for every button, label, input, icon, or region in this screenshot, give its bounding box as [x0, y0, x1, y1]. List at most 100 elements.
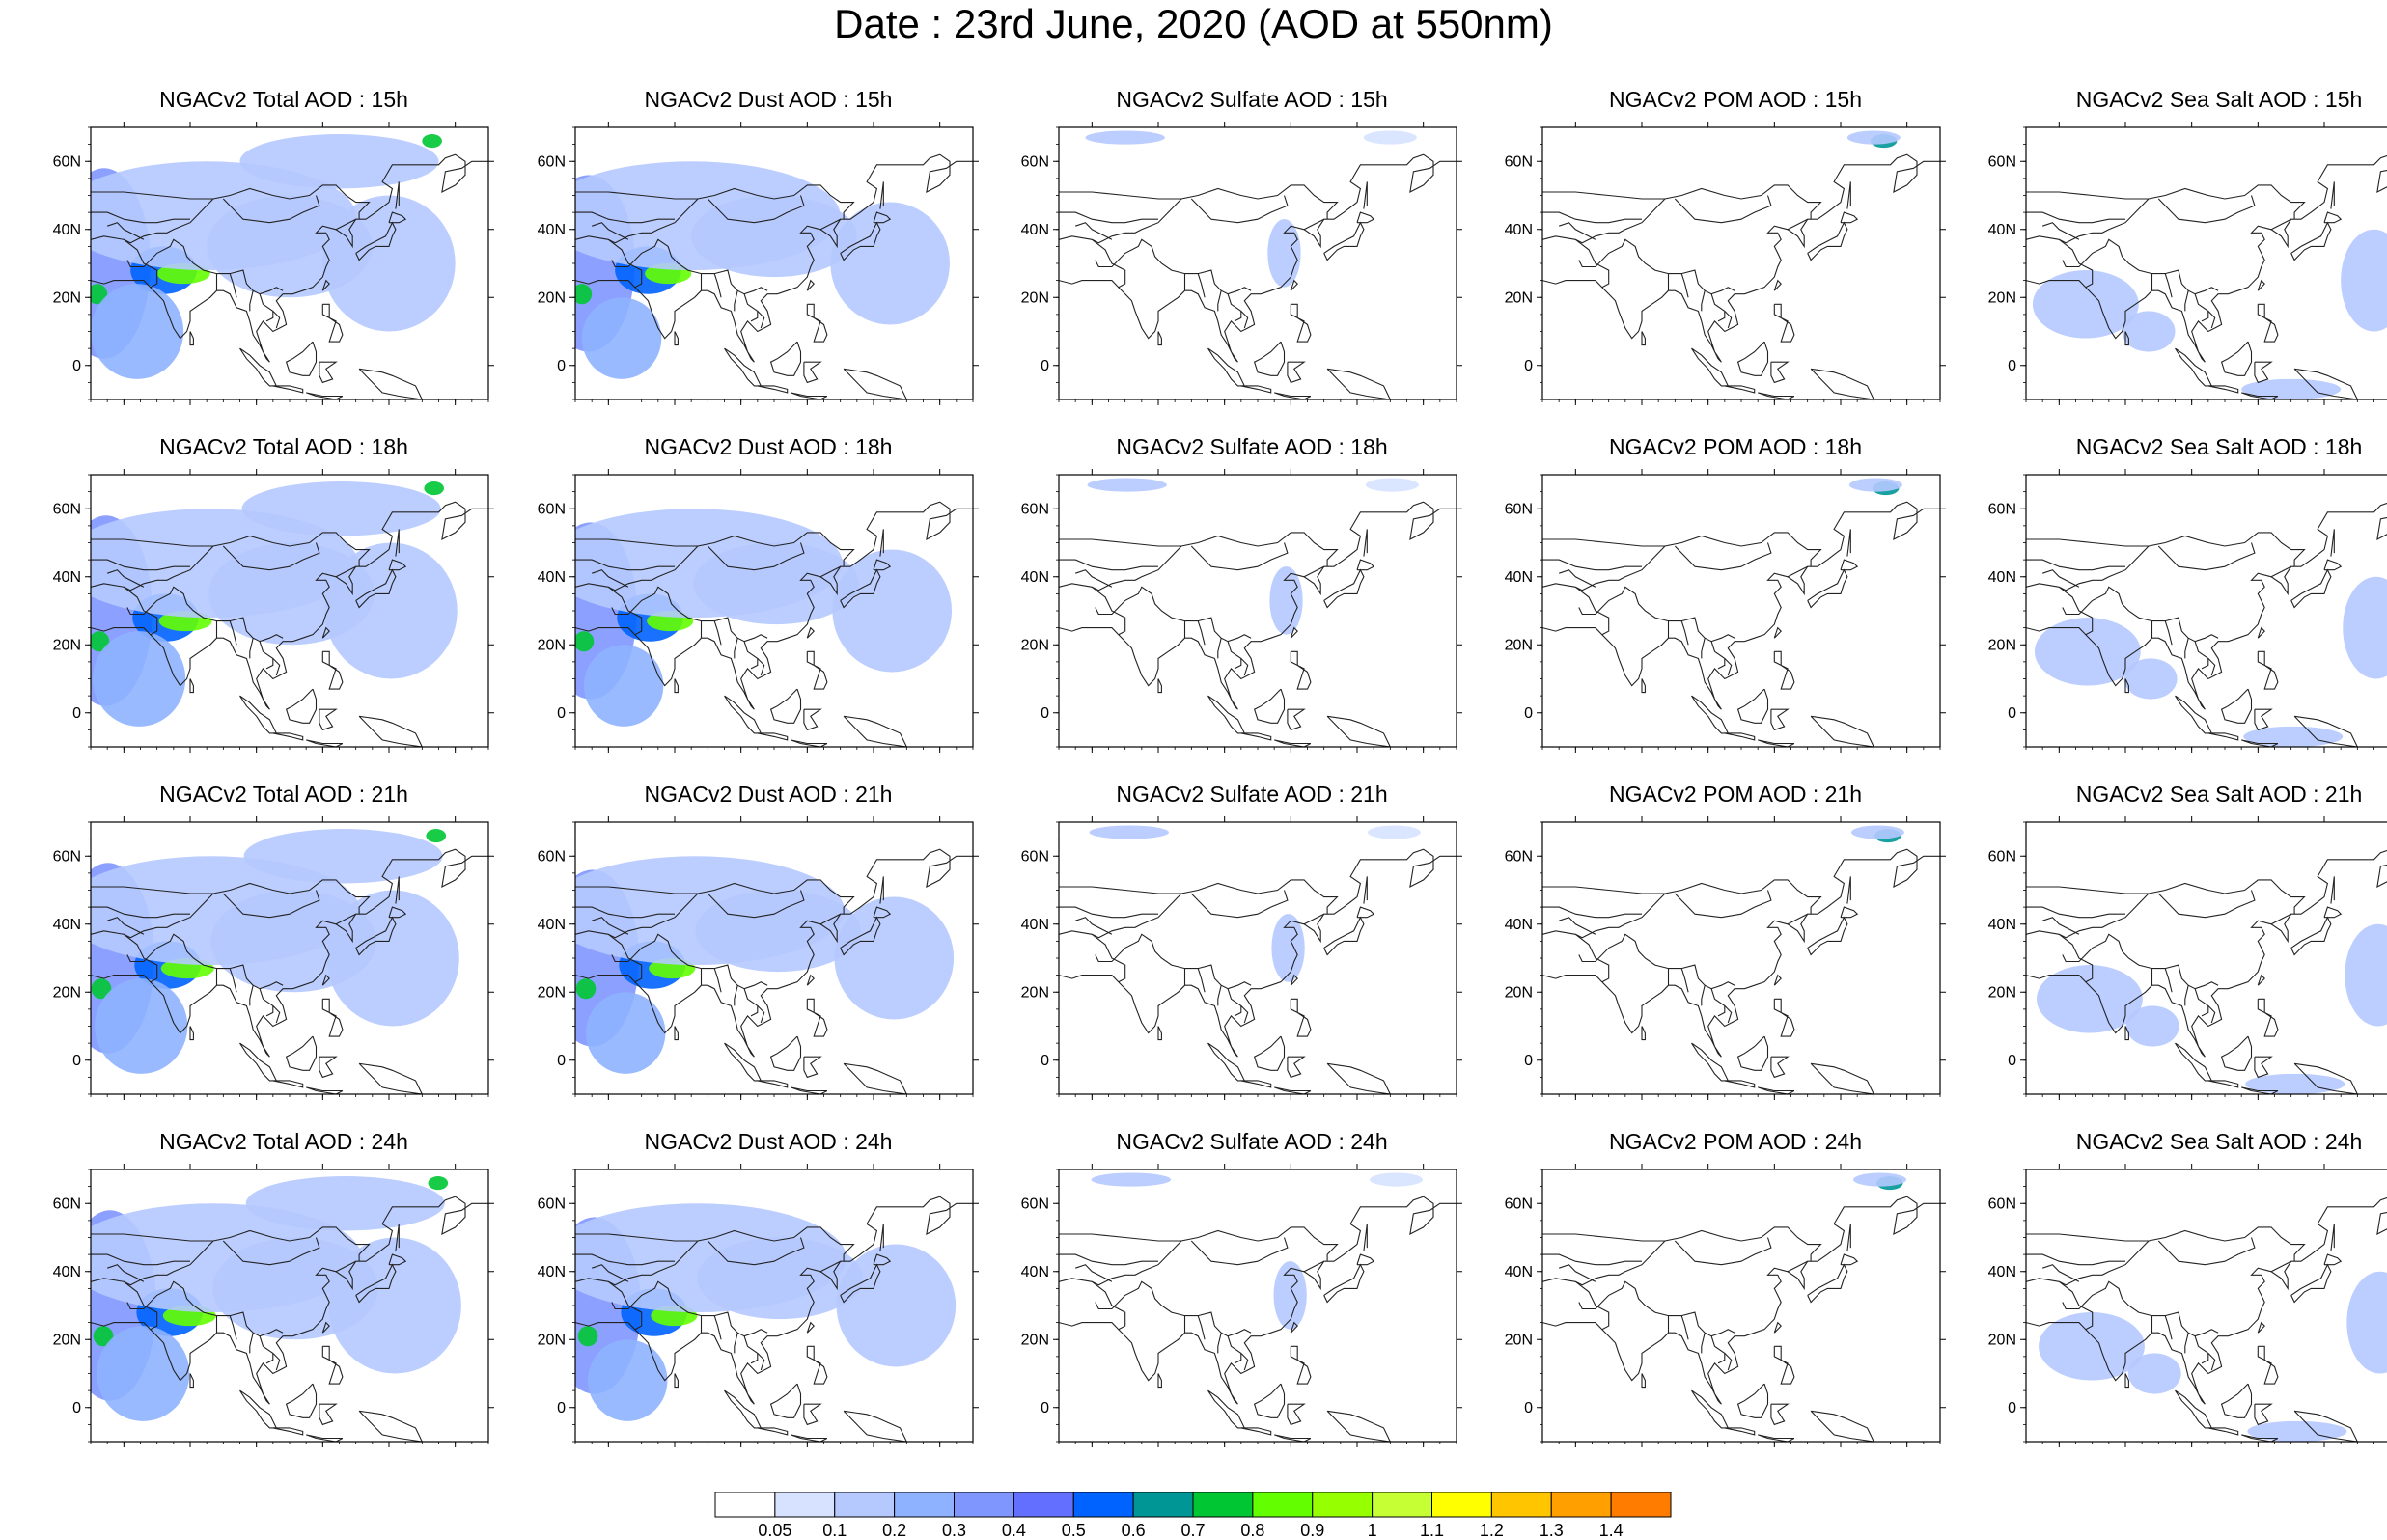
- aod-patch: [1267, 219, 1301, 288]
- colorbar-label: 0.7: [1180, 1521, 1205, 1540]
- panel-title: NGACv2 POM AOD : 24h: [1608, 1129, 1863, 1154]
- y-tick-label: 60N: [1505, 153, 1533, 170]
- colorbar-box: [954, 1492, 1014, 1518]
- y-tick-label: 40N: [538, 222, 566, 238]
- map-plot: 60E80E100E120E140E160E020N40N60N: [538, 816, 979, 1100]
- aod-patch: [2241, 378, 2342, 399]
- map-plot: 60E80E100E120E140E160E020N40N60N: [1505, 1164, 1946, 1447]
- y-tick-label: 0: [1524, 358, 1533, 374]
- aod-patch: [693, 542, 859, 625]
- coastlines: [2026, 1196, 2387, 1442]
- coastlines: [1542, 501, 1940, 747]
- aod-patch: [2341, 229, 2387, 332]
- aod-field: [2034, 576, 2387, 747]
- y-tick-label: 20N: [53, 984, 81, 1001]
- y-tick-label: 20N: [538, 637, 566, 653]
- panel-title: NGACv2 POM AOD : 15h: [1608, 87, 1863, 112]
- coastlines: [1059, 501, 1457, 747]
- y-tick-label: 0: [1524, 705, 1533, 722]
- coastlines: [575, 153, 973, 399]
- map-panel-pom-24h: NGACv2 POM AOD : 24h 60E80E100E120E140E16…: [1494, 1129, 1977, 1447]
- map-plot: 60E80E100E120E140E160E020N40N60N: [1021, 816, 1462, 1100]
- y-tick-label: 60N: [1988, 501, 2016, 517]
- plot-frame: [1058, 474, 1457, 748]
- aod-patch: [2343, 576, 2387, 679]
- y-tick-label: 40N: [1505, 917, 1533, 933]
- aod-patch: [1367, 825, 1421, 839]
- aod-patch: [2243, 726, 2344, 747]
- y-tick-label: 0: [1041, 1400, 1049, 1416]
- aod-patch: [422, 134, 442, 149]
- aod-patch: [1089, 825, 1169, 839]
- y-tick-label: 60N: [1988, 848, 2016, 865]
- panel-title: NGACv2 Dust AOD : 18h: [644, 434, 893, 459]
- aod-patch: [588, 1339, 668, 1421]
- y-tick-label: 20N: [1988, 1332, 2016, 1348]
- panel-title: NGACv2 Total AOD : 21h: [159, 782, 408, 807]
- aod-patch: [1848, 478, 1902, 492]
- aod-field: [1087, 478, 1419, 635]
- map-plot: 60E80E100E120E140E160E020N40N60N: [1505, 816, 1946, 1100]
- aod-patch: [328, 1237, 461, 1374]
- y-tick-label: 60N: [538, 153, 566, 170]
- plot-frame: [1541, 474, 1941, 748]
- aod-field: [2039, 1271, 2387, 1442]
- map-plot: 60E80E100E120E140E160E020N40N60N: [53, 122, 494, 405]
- aod-field: [575, 161, 950, 379]
- aod-patch: [2036, 965, 2143, 1033]
- y-tick-label: 20N: [1505, 637, 1533, 653]
- coastlines: [1059, 848, 1457, 1094]
- aod-patch: [2123, 658, 2178, 700]
- colorbar-label: 0.5: [1062, 1521, 1086, 1540]
- colorbar-label: 0.2: [882, 1521, 906, 1540]
- aod-patch: [1085, 130, 1165, 145]
- y-tick-label: 0: [72, 705, 81, 722]
- y-tick-label: 40N: [1988, 917, 2016, 933]
- map-plot: 60E80E100E120E140E160E020N40N60N: [1988, 1164, 2387, 1447]
- colorbar-box: [714, 1492, 776, 1518]
- y-tick-label: 20N: [53, 289, 81, 306]
- panel-title: NGACv2 Sea Salt AOD : 18h: [2075, 434, 2363, 459]
- y-tick-label: 20N: [538, 289, 566, 306]
- map-panel-sulfate-18h: NGACv2 Sulfate AOD : 18h60E80E100E120E14…: [1011, 434, 1493, 753]
- aod-patch: [241, 481, 441, 536]
- aod-field: [1085, 130, 1417, 288]
- colorbar-label: 0.9: [1300, 1521, 1324, 1540]
- aod-patch: [91, 978, 112, 1000]
- plot-frame: [1058, 821, 1457, 1095]
- colorbar-box: [774, 1492, 836, 1518]
- map-panel-total-21h: NGACv2 Total AOD : 21h 60E80E100E120E140E…: [42, 782, 525, 1100]
- y-tick-label: 20N: [538, 1332, 566, 1348]
- y-tick-label: 40N: [1021, 917, 1049, 933]
- map-plot: 60E80E100E120E140E160E020N40N60N: [53, 816, 494, 1100]
- aod-patch: [697, 1237, 864, 1320]
- aod-field: [91, 481, 458, 727]
- panel-title: NGACv2 Sulfate AOD : 21h: [1116, 782, 1388, 807]
- map-plot: 60E80E100E120E140E160E020N40N60N: [53, 1164, 494, 1447]
- y-tick-label: 20N: [1021, 984, 1049, 1001]
- aod-patch: [2032, 270, 2139, 339]
- aod-patch: [326, 890, 459, 1027]
- map-plot: 60E80E100E120E140E160E020N40N60N: [1988, 469, 2387, 753]
- panel-title: NGACv2 Sea Salt AOD : 21h: [2075, 782, 2363, 807]
- y-tick-label: 60N: [1988, 1196, 2016, 1212]
- y-tick-label: 0: [557, 705, 566, 722]
- y-tick-label: 0: [557, 1053, 566, 1069]
- map-plot: 60E80E100E120E140E160E020N40N60N: [1988, 816, 2387, 1100]
- aod-patch: [1271, 914, 1305, 982]
- y-tick-label: 40N: [53, 569, 81, 586]
- aod-patch: [1365, 478, 1419, 492]
- panel-title: NGACv2 POM AOD : 18h: [1608, 434, 1863, 459]
- map-plot: 60E80E100E120E140E160E020N40N60N: [1505, 122, 1946, 405]
- panel-title: NGACv2 Total AOD : 24h: [159, 1129, 408, 1154]
- y-tick-label: 40N: [1021, 1264, 1049, 1280]
- y-tick-label: 20N: [1021, 637, 1049, 653]
- colorbar-box: [1072, 1492, 1134, 1518]
- y-tick-label: 20N: [1505, 984, 1533, 1001]
- coastlines: [91, 153, 488, 399]
- aod-field: [91, 134, 456, 379]
- coastlines: [2026, 502, 2387, 747]
- aod-patch: [1846, 130, 1901, 145]
- coastlines: [91, 501, 488, 747]
- aod-patch: [830, 202, 950, 325]
